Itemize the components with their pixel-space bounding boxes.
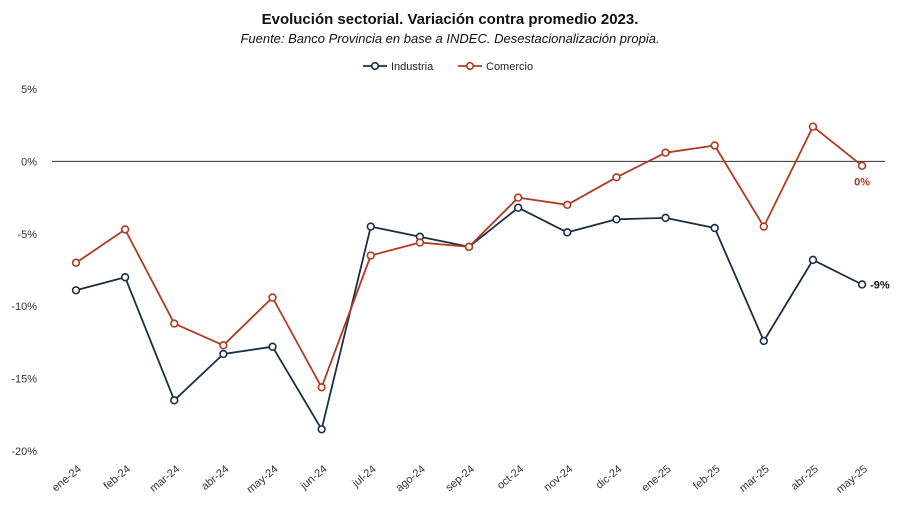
point-comercio bbox=[563, 200, 572, 210]
x-tick-label: mar-25 bbox=[737, 463, 771, 495]
point-comercio bbox=[759, 222, 769, 231]
point-comercio bbox=[857, 161, 867, 170]
x-tick-label: dic-24 bbox=[594, 463, 625, 491]
y-axis: 5% 0% -5% -10% -15% -20% bbox=[11, 84, 37, 458]
point-industria bbox=[219, 349, 228, 359]
legend-label-comercio: Comercio bbox=[486, 61, 533, 73]
point-comercio bbox=[513, 193, 523, 202]
legend-marker-comercio bbox=[465, 61, 475, 71]
x-tick-label: abr-25 bbox=[789, 463, 821, 493]
point-comercio bbox=[317, 383, 326, 392]
point-industria bbox=[268, 342, 277, 351]
point-industria bbox=[366, 222, 375, 231]
point-industria bbox=[612, 215, 621, 224]
series-line-industria bbox=[75, 206, 863, 431]
point-industria bbox=[71, 286, 81, 295]
point-industria bbox=[710, 223, 719, 233]
point-comercio bbox=[710, 141, 719, 150]
y-tick-label: 0% bbox=[21, 156, 37, 168]
x-tick-label: may-25 bbox=[834, 463, 870, 496]
point-comercio bbox=[120, 225, 130, 234]
point-comercio bbox=[808, 122, 818, 131]
point-comercio bbox=[71, 258, 81, 267]
point-comercio bbox=[366, 251, 375, 260]
x-axis: ene-24 feb-24 mar-24 abr-24 may-24 jun-24 jul-… bbox=[50, 463, 870, 496]
y-tick-label: 5% bbox=[21, 84, 37, 96]
x-tick-label: oct-24 bbox=[495, 463, 526, 492]
legend-marker-industria bbox=[370, 61, 380, 71]
point-comercio bbox=[170, 319, 179, 328]
legend: Industria Comercio bbox=[363, 61, 533, 73]
end-label-industria: -9% bbox=[870, 279, 890, 291]
legend-label-industria: Industria bbox=[391, 61, 434, 73]
y-tick-label: -20% bbox=[11, 446, 37, 458]
point-comercio bbox=[612, 173, 621, 182]
x-tick-label: jul-24 bbox=[350, 463, 379, 490]
point-industria bbox=[563, 228, 572, 237]
point-comercio bbox=[415, 238, 425, 247]
y-tick-label: -15% bbox=[11, 374, 37, 386]
x-tick-label: may-24 bbox=[245, 463, 281, 496]
x-tick-label: jun-24 bbox=[298, 463, 330, 492]
series-line-comercio bbox=[75, 125, 863, 389]
point-industria bbox=[120, 273, 130, 282]
x-tick-label: sep-24 bbox=[443, 463, 476, 494]
x-tick-label: nov-24 bbox=[542, 463, 575, 494]
chart-title: Evolución sectorial. Variación contra pr… bbox=[262, 11, 639, 28]
y-tick-label: -10% bbox=[11, 301, 37, 313]
x-tick-label: ene-24 bbox=[50, 463, 84, 494]
point-industria bbox=[857, 280, 867, 289]
point-industria bbox=[170, 396, 179, 405]
x-tick-label: ene-25 bbox=[640, 463, 674, 494]
point-industria bbox=[661, 213, 670, 223]
point-industria bbox=[808, 255, 818, 265]
y-tick-label: -5% bbox=[17, 229, 37, 241]
point-industria bbox=[759, 336, 769, 346]
point-comercio bbox=[661, 148, 670, 157]
x-tick-label: feb-25 bbox=[691, 463, 723, 492]
x-tick-label: feb-24 bbox=[101, 463, 133, 492]
chart-subtitle: Fuente: Banco Provincia en base a INDEC.… bbox=[240, 31, 659, 46]
end-label-comercio: 0% bbox=[854, 177, 870, 189]
x-tick-label: ago-24 bbox=[394, 463, 428, 494]
point-industria bbox=[513, 203, 523, 212]
point-industria bbox=[317, 425, 326, 434]
x-tick-label: mar-24 bbox=[148, 463, 182, 495]
point-comercio bbox=[219, 341, 228, 350]
x-tick-label: abr-24 bbox=[199, 463, 231, 493]
point-comercio bbox=[464, 242, 474, 252]
point-comercio bbox=[268, 293, 277, 302]
series-layer: -9% 0% bbox=[71, 122, 890, 434]
